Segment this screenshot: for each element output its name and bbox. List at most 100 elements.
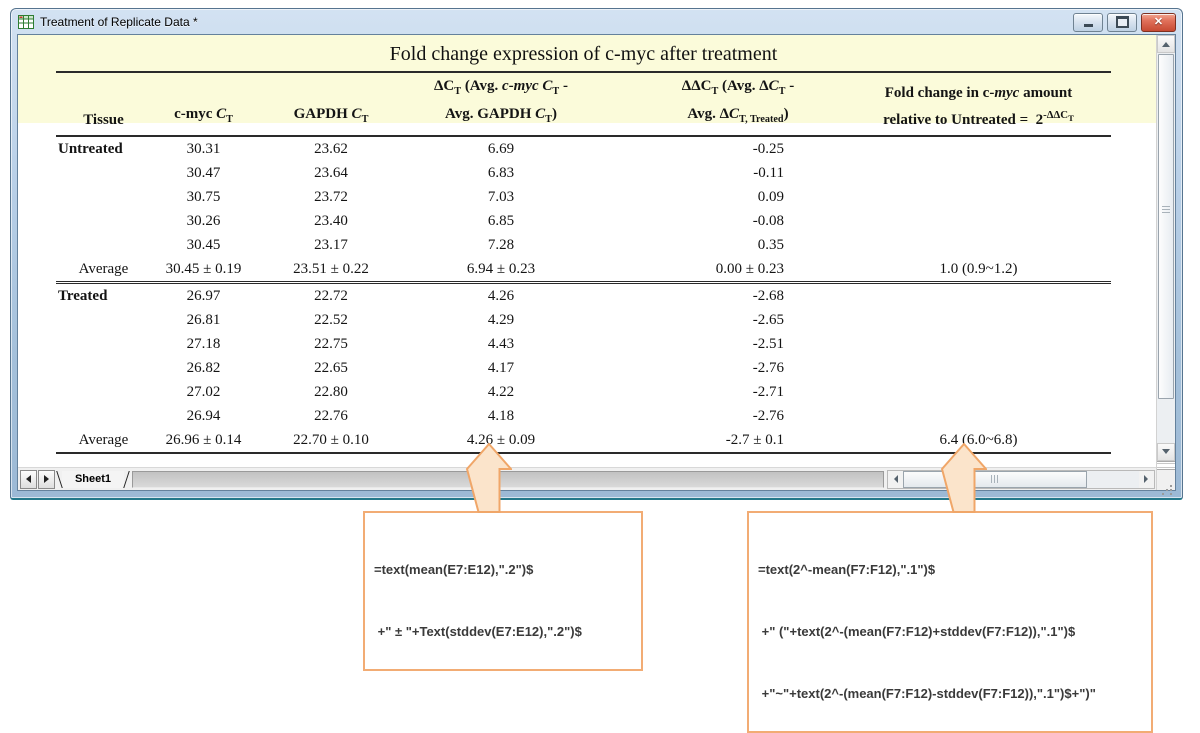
formula-line: +" ("+text(2^-(mean(F7:F12)+stddev(F7:F1…: [758, 623, 1076, 639]
resize-grip[interactable]: [1157, 470, 1175, 490]
dct-cell: 6.85: [487, 213, 515, 229]
right-arrow-icon: [1144, 475, 1152, 483]
col-header-ddct: ΔΔCT (Avg. ΔCT - Avg. ΔCT, Treated): [596, 72, 846, 137]
dct-average-cell: 6.94 ± 0.23: [406, 257, 596, 284]
tab-strip: [132, 470, 884, 488]
table-row: Untreated 30.31 23.62 6.69 -0.25: [56, 136, 1111, 161]
table-row: 30.75 23.72 7.03 0.09: [56, 185, 1111, 209]
cmyc-ct-cell: 27.18: [186, 336, 221, 352]
dct-cell: 4.17: [487, 360, 515, 376]
dct-cell: 4.26: [487, 288, 515, 304]
cmyc-ct-cell: 26.82: [186, 360, 221, 376]
horizontal-scrollbar[interactable]: [887, 469, 1155, 489]
worksheet-window: Treatment of Replicate Data * ✕ Fold cha…: [10, 8, 1183, 500]
up-arrow-icon: [1162, 38, 1170, 47]
minimize-button[interactable]: [1073, 12, 1103, 32]
gapdh-ct-cell: 22.75: [314, 336, 348, 352]
cmyc-ct-cell: 27.02: [186, 384, 221, 400]
callout-arrow-icon: [941, 443, 987, 513]
cmyc-ct-cell: 30.26: [186, 213, 221, 229]
cmyc-ct-cell: 30.75: [186, 189, 221, 205]
close-button[interactable]: ✕: [1141, 12, 1176, 32]
tissue-cell: [56, 356, 151, 380]
table-row: 26.81 22.52 4.29 -2.65: [56, 308, 1111, 332]
dct-average-cell: 4.26 ± 0.09: [406, 428, 596, 454]
fold-change-average-cell: 1.0 (0.9~1.2): [846, 257, 1111, 284]
formula-callout-fold-change: =text(2^-mean(F7:F12),".1")$ +" ("+text(…: [747, 511, 1153, 733]
formula-callout-dct-average: =text(mean(E7:E12),".2")$ +" ± "+Text(st…: [363, 511, 643, 671]
dct-cell: 6.83: [487, 165, 515, 181]
horizontal-scroll-track[interactable]: [903, 470, 1139, 488]
dct-cell: 4.43: [487, 336, 515, 352]
formula-line: =text(2^-mean(F7:F12),".1")$: [758, 561, 936, 577]
fold-change-cell: [846, 136, 1111, 161]
gapdh-ct-cell: 23.17: [314, 237, 348, 253]
dct-cell: 4.18: [487, 408, 515, 424]
sheet-tab-label: Sheet1: [74, 473, 112, 485]
replicate-data-table: Tissue c-myc CT GAPDH CT ΔCT (Avg. c-myc…: [56, 71, 1111, 454]
tissue-cell: [56, 185, 151, 209]
ddct-cell: -2.76: [752, 408, 784, 424]
gapdh-average-cell: 22.70 ± 0.10: [256, 428, 406, 454]
horizontal-scroll-thumb[interactable]: [903, 470, 1087, 488]
ddct-cell: 0.35: [757, 237, 784, 253]
ddct-average-cell: 0.00 ± 0.23: [596, 257, 846, 284]
vertical-scrollbar[interactable]: [1156, 35, 1175, 490]
tissue-cell: [56, 161, 151, 185]
gapdh-ct-cell: 23.62: [314, 141, 348, 157]
cmyc-ct-cell: 30.31: [186, 141, 221, 157]
left-arrow-icon: [890, 475, 898, 483]
ddct-cell: -2.68: [752, 288, 784, 304]
title-bar[interactable]: Treatment of Replicate Data * ✕: [11, 9, 1182, 34]
table-row: 27.02 22.80 4.22 -2.71: [56, 380, 1111, 404]
col-header-cmyc-ct: c-myc CT: [151, 72, 256, 137]
scroll-left-button[interactable]: [888, 470, 903, 488]
vertical-scroll-thumb[interactable]: [1158, 54, 1174, 400]
ddct-cell: -2.71: [752, 384, 784, 400]
window-controls: ✕: [1073, 12, 1176, 32]
cmyc-ct-cell: 26.94: [186, 408, 221, 424]
average-row: Average 30.45 ± 0.19 23.51 ± 0.22 6.94 ± 0.…: [56, 257, 1111, 284]
col-header-fold-change: Fold change in c-myc amount relative to …: [846, 72, 1111, 137]
vertical-scroll-track[interactable]: [1157, 53, 1175, 443]
average-row: Average 26.96 ± 0.14 22.70 ± 0.10 4.26 ± 0.…: [56, 428, 1111, 454]
table-row: 26.94 22.76 4.18 -2.76: [56, 404, 1111, 428]
fold-change-cell: [846, 161, 1111, 185]
gapdh-ct-cell: 22.76: [314, 408, 348, 424]
formula-line: +" ± "+Text(stddev(E7:E12),".2")$: [374, 623, 582, 639]
ddct-cell: 0.09: [757, 189, 784, 205]
worksheet-viewport: Fold change expression of c-myc after tr…: [18, 35, 1156, 467]
maximize-button[interactable]: [1107, 12, 1137, 32]
dct-cell: 6.69: [487, 141, 515, 157]
scroll-up-button[interactable]: [1157, 35, 1175, 53]
close-icon: ✕: [1153, 15, 1164, 28]
tissue-cell: [56, 332, 151, 356]
fold-change-average-cell: 6.4 (6.0~6.8): [846, 428, 1111, 454]
fold-change-cell: [846, 356, 1111, 380]
col-header-tissue: Tissue: [56, 72, 151, 137]
scroll-down-button[interactable]: [1157, 443, 1175, 461]
minimize-icon: [1083, 23, 1093, 27]
table-row: Treated 26.97 22.72 4.26 -2.68: [56, 283, 1111, 309]
pane-splitter-handle[interactable]: [1157, 461, 1175, 470]
tab-sheet1[interactable]: Sheet1: [62, 470, 124, 488]
table-row: 26.82 22.65 4.17 -2.76: [56, 356, 1111, 380]
ddct-average-cell: -2.7 ± 0.1: [596, 428, 846, 454]
table-row: 30.26 23.40 6.85 -0.08: [56, 209, 1111, 233]
prev-sheet-button[interactable]: [20, 469, 37, 489]
right-arrow-icon: [44, 475, 53, 483]
table-title: Fold change expression of c-myc after tr…: [389, 43, 778, 65]
cmyc-ct-cell: 30.47: [186, 165, 221, 181]
callout-arrow-icon: [466, 443, 512, 513]
gapdh-ct-cell: 23.40: [314, 213, 348, 229]
maximize-icon: [1115, 16, 1129, 28]
next-sheet-button[interactable]: [38, 469, 55, 489]
down-arrow-icon: [1162, 449, 1170, 458]
tissue-cell: [56, 380, 151, 404]
table-body: Untreated 30.31 23.62 6.69 -0.25 30.47 23.64 6.…: [56, 136, 1111, 454]
col-header-dct: ΔCT (Avg. c-myc CT - Avg. GAPDH CT): [406, 72, 596, 137]
scroll-right-button[interactable]: [1139, 470, 1154, 488]
dct-cell: 7.03: [487, 189, 515, 205]
gapdh-ct-cell: 22.65: [314, 360, 348, 376]
worksheet-client-area: Fold change expression of c-myc after tr…: [17, 34, 1176, 491]
